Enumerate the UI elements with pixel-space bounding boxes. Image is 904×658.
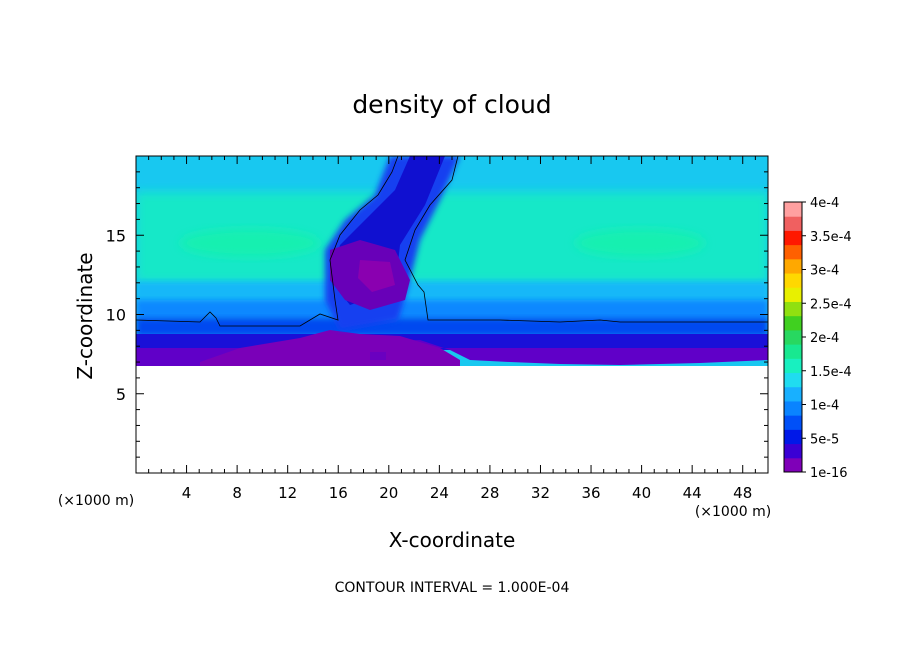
x-tick-label: 36 xyxy=(581,484,600,502)
colorbar-swatch xyxy=(784,244,802,260)
colorbar-label: 3e-4 xyxy=(810,264,839,279)
x-tick-label: 44 xyxy=(683,484,702,502)
colorbar-label: 5e-5 xyxy=(810,432,839,447)
colorbar-swatch xyxy=(784,329,802,345)
colorbar-swatch xyxy=(784,358,802,374)
plot-area xyxy=(136,156,768,473)
isolated-patch xyxy=(370,352,386,360)
x-unit-left: (×1000 m) xyxy=(58,493,134,509)
y-axis-label: Z-coordinate xyxy=(73,252,97,379)
colorbar-swatch xyxy=(784,372,802,388)
x-tick-label: 48 xyxy=(733,484,752,502)
colorbar-label: 4e-4 xyxy=(810,196,839,211)
x-unit-right: (×1000 m) xyxy=(695,504,771,520)
cloud-core-right xyxy=(575,229,705,257)
cloud-layer-base xyxy=(136,340,768,366)
x-tick-label: 24 xyxy=(430,484,449,502)
cloud-core-left xyxy=(180,229,320,257)
x-tick-label: 20 xyxy=(379,484,398,502)
colorbar-swatch xyxy=(784,230,802,246)
colorbar-swatch xyxy=(784,202,802,217)
chart-title: density of cloud xyxy=(352,90,551,119)
x-tick-label: 16 xyxy=(329,484,348,502)
x-axis-label: X-coordinate xyxy=(389,528,516,552)
colorbar-label: 2.5e-4 xyxy=(810,297,852,312)
x-tick-label: 32 xyxy=(531,484,550,502)
contour-interval-note: CONTOUR INTERVAL = 1.000E-04 xyxy=(335,580,570,596)
x-tick-label: 12 xyxy=(278,484,297,502)
x-tick-label: 4 xyxy=(182,484,192,502)
colorbar-swatch xyxy=(784,344,802,359)
y-tick-label: 15 xyxy=(106,226,126,245)
cloud-layer-deep-blue xyxy=(136,318,768,336)
colorbar-swatch xyxy=(784,287,802,302)
cloud-layer-dark-blue xyxy=(136,334,768,350)
tower-pocket xyxy=(358,260,395,292)
colorbar: 1e-16 5e-5 1e-4 1.5e-4 2e-4 2.5e-4 3e-4 3.5e-4 4… xyxy=(783,196,852,481)
contour-line xyxy=(136,156,768,327)
y-tick-label: 5 xyxy=(116,385,126,404)
x-axis-ticks: 4 8 12 16 20 24 28 32 36 40 44 48 xyxy=(148,156,756,502)
x-tick-label: 28 xyxy=(480,484,499,502)
y-axis-ticks: 5 10 15 xyxy=(106,171,768,458)
colorbar-label: 1.5e-4 xyxy=(810,365,852,380)
colorbar-label: 1e-4 xyxy=(810,399,839,414)
y-tick-label: 10 xyxy=(106,306,126,325)
colorbar-label: 1e-16 xyxy=(810,466,848,481)
colorbar-swatch xyxy=(784,301,802,317)
colorbar-swatch xyxy=(784,457,802,473)
colorbar-swatch xyxy=(784,273,802,288)
x-tick-label: 40 xyxy=(632,484,651,502)
cloud-base-purple xyxy=(200,330,460,366)
cloud-layer-light-blue xyxy=(136,282,768,304)
colorbar-swatch xyxy=(784,315,802,331)
colorbar-swatch xyxy=(784,258,802,274)
colorbar-swatch xyxy=(784,386,802,402)
colorbar-swatch xyxy=(784,216,802,231)
colorbar-swatch xyxy=(784,415,802,430)
colorbar-swatch xyxy=(784,429,802,445)
colorbar-label: 3.5e-4 xyxy=(810,230,852,245)
colorbar-label: 2e-4 xyxy=(810,331,839,346)
colorbar-swatch xyxy=(784,443,802,459)
cloud-layer-blue xyxy=(136,300,768,320)
x-tick-label: 8 xyxy=(232,484,242,502)
colorbar-swatch xyxy=(784,400,802,416)
